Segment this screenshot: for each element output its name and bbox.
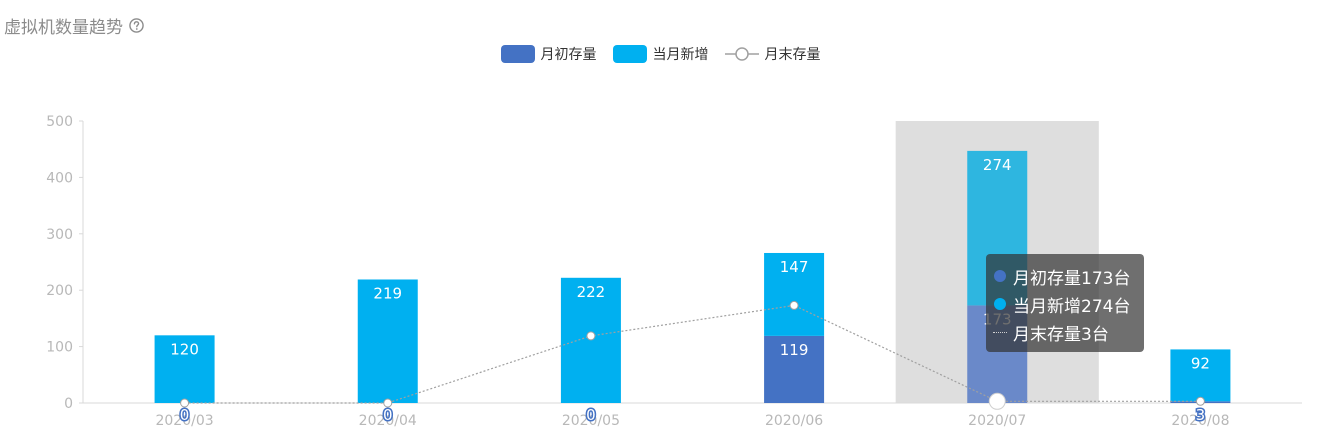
chart-legend: 月初存量 当月新增 月末存量 [0, 44, 1321, 64]
x-tick-label: 2020/06 [765, 413, 823, 429]
bar-new-added [154, 335, 215, 403]
chart-title-wrap: 虚拟机数量趋势 [4, 12, 144, 38]
legend-item-new-added[interactable]: 当月新增 [612, 44, 709, 64]
y-tick-label: 200 [46, 283, 73, 299]
x-tick-label: 2020/03 [155, 413, 213, 429]
bar-new-added [357, 279, 418, 403]
line-end-stock [184, 304, 1201, 404]
bar-start-stock [764, 335, 825, 403]
bar-label-start-stock: 0 [383, 406, 393, 424]
x-tick-label: 2020/07 [968, 413, 1026, 429]
bar-label-new-added: 222 [577, 283, 606, 301]
y-tick-label: 300 [46, 227, 73, 243]
legend-swatch-start-stock [500, 45, 535, 63]
bar-new-added [764, 252, 825, 336]
line-point [789, 300, 799, 310]
tooltip-dot-new-added [994, 298, 1006, 310]
y-tick-label: 100 [46, 340, 73, 356]
legend-item-start-stock[interactable]: 月初存量 [500, 44, 597, 64]
tooltip-text-start-stock: 月初存量173台 [1013, 268, 1131, 289]
legend-label-new-added: 当月新增 [652, 47, 709, 63]
bar-label-new-added: 92 [1191, 354, 1210, 372]
bar-new-added [1170, 349, 1231, 402]
bar-new-added [560, 277, 621, 403]
line-point [383, 398, 393, 408]
line-point [988, 392, 1006, 410]
bar-label-start-stock: 119 [780, 341, 809, 359]
y-tick-label: 500 [46, 114, 73, 130]
legend-line-circle-icon [724, 47, 759, 61]
line-point [586, 331, 596, 341]
tooltip-row-start-stock: 月初存量173台 [992, 262, 1144, 290]
legend-item-end-stock[interactable]: 月末存量 [724, 44, 821, 64]
tooltip-text-new-added: 当月新增274台 [1013, 296, 1131, 317]
tooltip-text-end-stock: 月末存量3台 [1013, 324, 1109, 345]
question-circle-icon[interactable] [129, 17, 144, 33]
bar-label-new-added: 219 [373, 284, 402, 302]
bar-label-new-added: 120 [170, 340, 199, 358]
bar-label-new-added: 147 [780, 258, 809, 276]
x-tick-label: 2020/08 [1171, 413, 1229, 429]
bar-label-start-stock: 3 [1196, 406, 1206, 424]
y-tick-label: 400 [46, 170, 73, 186]
legend-label-start-stock: 月初存量 [540, 47, 597, 63]
tooltip-row-end-stock: 月末存量3台 [992, 318, 1144, 346]
tooltip-row-new-added: 当月新增274台 [992, 290, 1144, 318]
line-point [1195, 396, 1205, 406]
bar-label-start-stock: 0 [586, 406, 596, 424]
legend-label-end-stock: 月末存量 [764, 47, 821, 63]
tooltip-dot-start-stock [994, 270, 1006, 282]
tooltip-line-end-stock [993, 331, 1007, 333]
chart-title: 虚拟机数量趋势 [4, 17, 123, 38]
legend-swatch-new-added [612, 45, 647, 63]
line-point [180, 398, 190, 408]
bar-label-new-added: 274 [983, 156, 1012, 174]
x-tick-label: 2020/04 [359, 413, 417, 429]
bar-label-start-stock: 0 [180, 406, 190, 424]
chart-tooltip: 月初存量173台 当月新增274台 月末存量3台 [986, 254, 1144, 352]
x-tick-label: 2020/05 [562, 413, 620, 429]
y-tick-label: 0 [64, 396, 73, 412]
